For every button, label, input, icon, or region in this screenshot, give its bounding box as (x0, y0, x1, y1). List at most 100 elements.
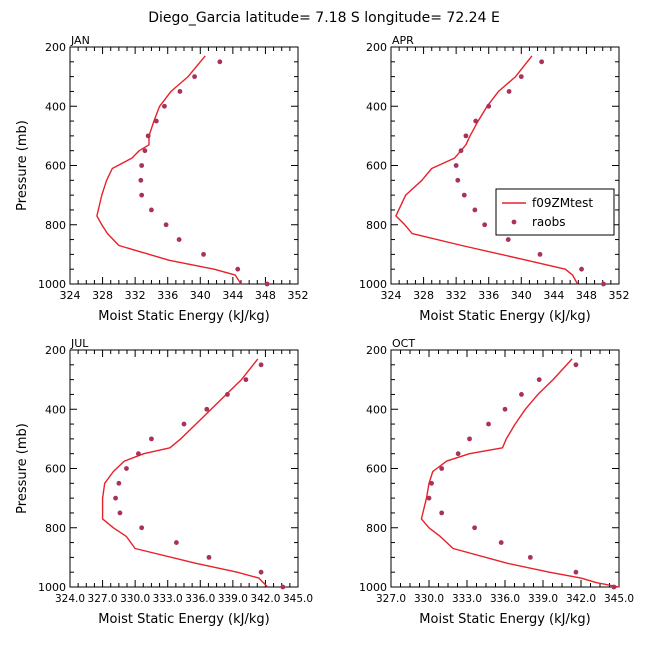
obs-point-jul (174, 540, 179, 545)
x-tick-label-oct: 333.0 (452, 593, 482, 605)
panel-title-jan: JAN (70, 34, 90, 47)
legend-box (495, 188, 615, 236)
obs-point-oct (439, 510, 445, 516)
x-axis-label-oct: Moist Static Energy (kJ/kg) (419, 612, 590, 627)
legend-obs-swatch (511, 219, 517, 225)
legend-obs-label: raobs (532, 215, 566, 229)
x-tick-label-apr: 328 (413, 289, 434, 302)
obs-point-apr (539, 59, 545, 65)
obs-point-jul (258, 569, 264, 575)
obs-point-jul (280, 584, 286, 590)
obs-point-jul (206, 554, 212, 560)
panel-oct: 327.0 330.0 333.0 336.0 339.0 342.0 345.0 200 40… (359, 337, 634, 627)
model-line-oct (420, 358, 620, 588)
y-tick-label-oct: 800 (366, 522, 387, 535)
obs-point-oct (527, 554, 533, 560)
obs-point-jan (201, 251, 206, 257)
obs-point-apr (453, 163, 459, 168)
obs-point-oct (502, 406, 508, 412)
model-line-apr (395, 55, 579, 285)
x-tick-label-jul: 342.0 (250, 593, 280, 605)
obs-point-oct (455, 451, 461, 457)
obs-point-apr (601, 281, 606, 287)
obs-point-apr (455, 177, 461, 183)
y-tick-label-oct: 600 (366, 463, 387, 476)
obs-point-jan (149, 207, 154, 213)
obs-point-oct (486, 421, 491, 427)
x-tick-label-jan: 340 (190, 289, 211, 302)
obs-point-apr (505, 237, 511, 242)
obs-point-apr (472, 207, 478, 213)
obs-point-oct (472, 525, 477, 531)
model-line-jan (96, 55, 242, 285)
obs-point-apr (506, 89, 512, 94)
obs-point-jul (225, 392, 230, 397)
obs-point-jan (142, 148, 148, 154)
y-tick-label-apr: 200 (366, 41, 387, 54)
obs-point-jan (264, 281, 270, 287)
x-tick-label-jan: 336 (157, 289, 178, 302)
obs-point-apr (461, 192, 467, 198)
x-tick-label-jan: 324 (60, 289, 81, 302)
obs-point-oct (573, 362, 579, 368)
y-tick-label-jan: 1000 (38, 278, 66, 291)
obs-point-jul (124, 466, 129, 471)
x-tick-label-oct: 339.0 (528, 593, 558, 605)
panels: 324 328 332 336 340 344 348 352 200 400 600 800 1000… (15, 34, 634, 627)
obs-point-jan (139, 192, 145, 198)
obs-point-jan (138, 177, 144, 183)
x-tick-label-jul: 336.0 (185, 593, 215, 605)
obs-point-oct (467, 436, 472, 442)
y-tick-label-oct: 400 (366, 403, 387, 416)
x-tick-label-oct: 330.0 (414, 593, 444, 605)
obs-point-apr (486, 103, 492, 109)
x-axis-label-apr: Moist Static Energy (kJ/kg) (419, 309, 590, 324)
obs-point-oct (536, 377, 542, 383)
obs-point-jul (117, 510, 123, 516)
x-tick-label-oct: 327.0 (376, 593, 406, 605)
obs-point-jan (176, 237, 182, 242)
panel-title-oct: OCT (392, 337, 415, 350)
obs-point-apr (458, 148, 464, 154)
obs-point-oct (573, 569, 579, 575)
x-tick-label-jul: 330.0 (120, 593, 150, 605)
panel-apr: 324 328 332 336 340 344 348 352 200 400 600 800 1000… (359, 34, 630, 324)
y-tick-label-jul: 800 (45, 522, 66, 535)
x-tick-label-apr: 324 (381, 289, 402, 302)
obs-point-apr (579, 266, 584, 272)
y-tick-label-jul: 1000 (38, 581, 66, 594)
obs-point-apr (537, 251, 543, 257)
obs-point-apr (473, 118, 479, 124)
obs-point-oct (426, 495, 432, 501)
y-tick-label-apr: 400 (366, 100, 387, 113)
y-tick-label-apr: 1000 (359, 278, 387, 291)
y-tick-label-jul: 200 (45, 344, 66, 357)
obs-point-jan (145, 133, 151, 139)
obs-point-apr (463, 133, 469, 139)
obs-point-jul (243, 377, 249, 383)
obs-point-jan (217, 59, 223, 65)
obs-point-jan (163, 222, 169, 228)
x-tick-label-jul: 339.0 (218, 593, 248, 605)
obs-point-jan (235, 266, 241, 272)
x-tick-label-apr: 344 (543, 289, 564, 302)
x-tick-label-jul: 333.0 (153, 593, 183, 605)
x-tick-label-jan: 352 (288, 289, 309, 302)
x-tick-label-apr: 348 (576, 289, 597, 302)
obs-point-oct (498, 540, 504, 545)
x-tick-label-jan: 348 (255, 289, 276, 302)
obs-point-jan (153, 118, 159, 124)
legend: f09ZMtest raobs (495, 188, 615, 236)
y-tick-label-jul: 400 (45, 403, 66, 416)
obs-point-oct (429, 480, 434, 486)
obs-point-jul (149, 436, 154, 442)
panel-jan: 324 328 332 336 340 344 348 352 200 400 600 800 1000… (15, 34, 309, 324)
obs-point-jan (177, 89, 183, 94)
obs-point-oct (611, 584, 617, 590)
obs-point-jul (181, 421, 187, 427)
x-tick-label-jul: 327.0 (88, 593, 118, 605)
y-tick-label-jan: 200 (45, 41, 66, 54)
legend-model-label: f09ZMtest (532, 196, 593, 210)
obs-point-jan (162, 103, 167, 109)
